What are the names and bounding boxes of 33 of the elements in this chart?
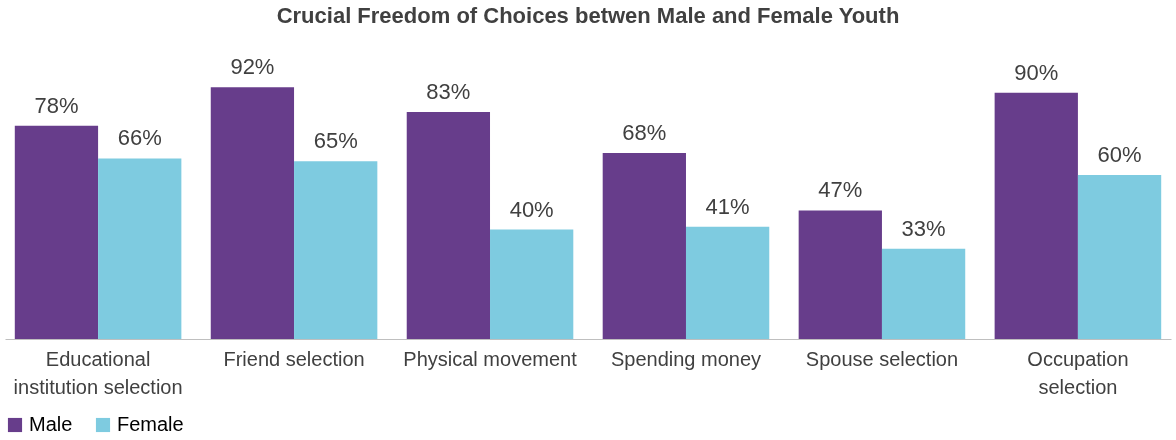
legend-label: Female [117,413,184,435]
bar [798,210,882,339]
bar [490,229,574,339]
x-tick-label: Educational institution selection [13,347,183,398]
bar [1077,174,1162,339]
bar [98,158,182,339]
data-label: 90% [1014,59,1059,85]
data-label: 78% [34,92,79,118]
data-label: 33% [901,215,946,241]
bar [210,87,295,339]
data-label: 65% [313,128,358,154]
data-label: 92% [230,54,275,80]
data-label: 41% [705,193,750,219]
data-label: 66% [117,125,162,151]
bar [14,125,99,339]
legend-label: Male [29,413,73,435]
bar [994,92,1078,339]
data-label: 40% [509,196,554,222]
data-label: 47% [818,177,863,203]
bar [685,226,770,339]
x-tick-label: Spouse selection [805,347,959,370]
x-tick-label: Spending money [610,347,762,370]
chart-title: Crucial Freedom of Choices betwen Male and Female Youth [276,3,900,28]
data-label: 68% [622,120,667,146]
data-label: 60% [1097,141,1142,167]
x-tick-label: Occupation selection [1027,347,1129,398]
x-tick-label: Friend selection [223,347,365,370]
bar [406,111,491,339]
bar [294,161,378,339]
bar [602,153,686,339]
x-tick-label: Physical movement [403,347,578,370]
data-label: 83% [426,78,471,104]
bar [881,248,966,339]
